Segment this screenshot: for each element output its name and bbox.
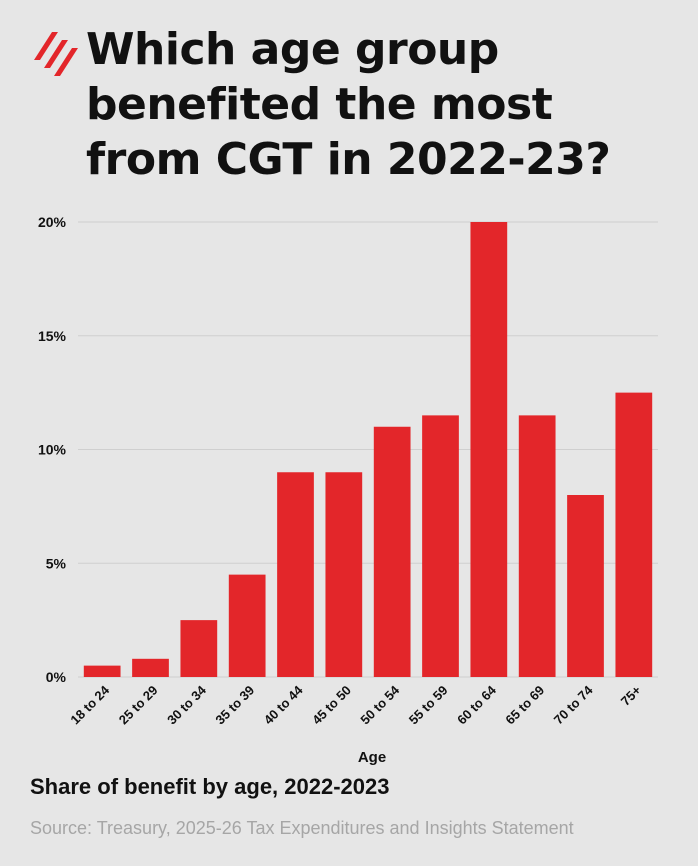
chart-title-line-3: from CGT in 2022-23? <box>86 134 611 185</box>
grid <box>78 221 658 678</box>
x-tick-label: 18 to 24 <box>67 682 112 727</box>
bar <box>180 620 218 677</box>
bar <box>567 495 604 677</box>
x-tick-label: 65 to 69 <box>502 683 547 728</box>
bar <box>325 472 363 677</box>
logo-stroke <box>44 40 68 68</box>
bar <box>132 658 169 677</box>
chart-subtitle: Share of benefit by age, 2022-2023 <box>30 774 390 799</box>
x-tick-label: 45 to 50 <box>309 683 354 728</box>
bar <box>277 472 314 677</box>
chart-title: Which age group benefited the most from … <box>86 22 686 187</box>
x-tick-label: 30 to 34 <box>164 682 209 727</box>
bar <box>615 392 653 677</box>
bar <box>422 415 459 677</box>
x-tick-label: 75+ <box>618 682 644 708</box>
y-tick-label: 0% <box>46 669 67 685</box>
x-axis-label: Age <box>358 749 386 766</box>
y-axis: 0% 5% 10% 15% 20% <box>38 214 67 685</box>
x-tick-label: 70 to 74 <box>551 682 596 727</box>
x-tick-label: 60 to 64 <box>454 682 499 727</box>
chart-title-line-1: Which age group <box>86 24 499 75</box>
x-tick-label: 50 to 54 <box>357 682 402 727</box>
bar <box>518 415 556 677</box>
x-tick-label: 55 to 59 <box>406 683 451 728</box>
source-note: Source: Treasury, 2025-26 Tax Expenditur… <box>30 818 574 838</box>
bar <box>228 574 266 677</box>
y-tick-label: 15% <box>38 328 67 344</box>
logo-stroke <box>34 32 58 60</box>
y-tick-label: 20% <box>38 214 67 230</box>
x-tick-label: 40 to 44 <box>261 682 306 727</box>
x-tick-label: 25 to 29 <box>116 683 161 728</box>
x-tick-label: 35 to 39 <box>212 683 257 728</box>
bar <box>373 426 411 677</box>
y-tick-label: 10% <box>38 442 67 458</box>
sbs-logo-icon <box>34 32 78 76</box>
bar <box>470 222 508 677</box>
chart-title-line-2: benefited the most <box>86 79 553 130</box>
y-tick-label: 5% <box>46 555 67 571</box>
logo-stroke <box>54 48 78 76</box>
bar <box>83 665 121 677</box>
x-axis: 18 to 24 25 to 29 30 to 34 35 to 39 40 to 44… <box>67 682 644 727</box>
bars <box>83 222 653 677</box>
bar-chart: 0% 5% 10% 15% 20% 18 to 24 25 to 29 30 to 34 35… <box>38 214 658 766</box>
